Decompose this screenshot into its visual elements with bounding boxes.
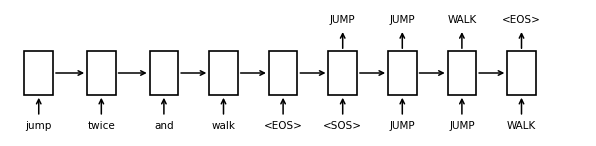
Text: WALK: WALK <box>447 15 477 25</box>
FancyBboxPatch shape <box>507 51 536 95</box>
FancyBboxPatch shape <box>150 51 178 95</box>
FancyBboxPatch shape <box>209 51 238 95</box>
Text: <EOS>: <EOS> <box>502 15 541 25</box>
FancyBboxPatch shape <box>448 51 476 95</box>
Text: JUMP: JUMP <box>449 121 474 131</box>
Text: jump: jump <box>26 121 52 131</box>
Text: <SOS>: <SOS> <box>323 121 362 131</box>
Text: JUMP: JUMP <box>330 15 355 25</box>
Text: JUMP: JUMP <box>390 121 415 131</box>
Text: WALK: WALK <box>507 121 536 131</box>
FancyBboxPatch shape <box>388 51 417 95</box>
FancyBboxPatch shape <box>328 51 357 95</box>
Text: and: and <box>154 121 173 131</box>
Text: twice: twice <box>88 121 115 131</box>
FancyBboxPatch shape <box>24 51 53 95</box>
FancyBboxPatch shape <box>87 51 116 95</box>
Text: JUMP: JUMP <box>390 15 415 25</box>
Text: walk: walk <box>212 121 235 131</box>
FancyBboxPatch shape <box>269 51 297 95</box>
Text: <EOS>: <EOS> <box>263 121 303 131</box>
